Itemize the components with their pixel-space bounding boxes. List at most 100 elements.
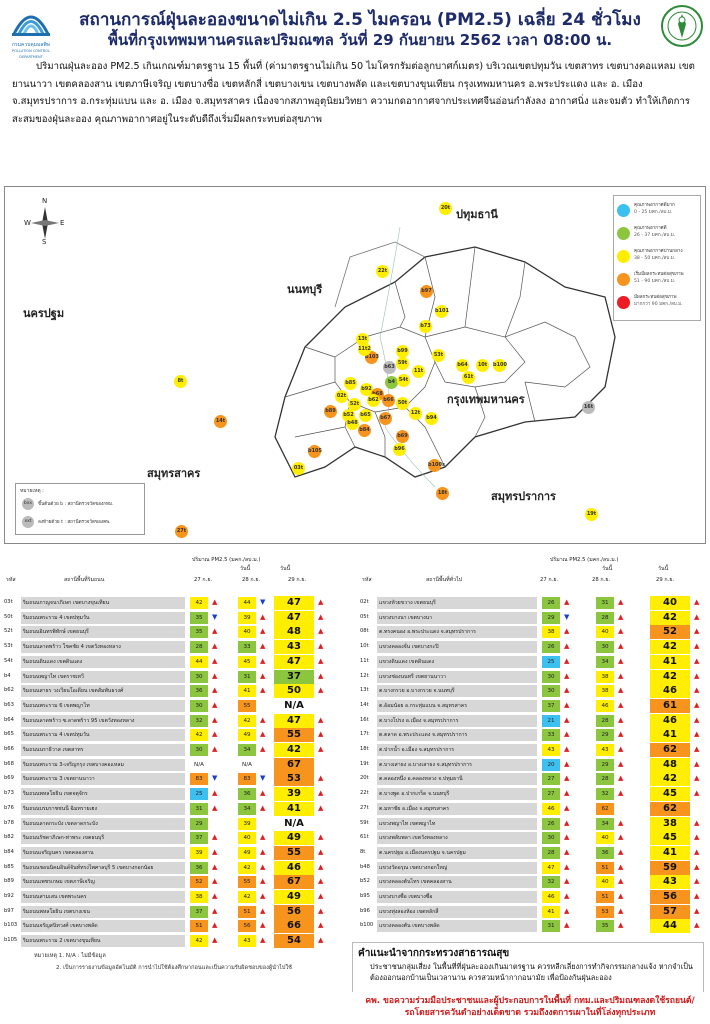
trend-today-icon: ▲ — [318, 936, 324, 945]
col-station-left: สถานีพื้นที่ริมถนน — [64, 577, 105, 583]
station-marker: b62 — [367, 394, 380, 407]
value-day1: 25 — [190, 788, 208, 801]
value-day2: 38 — [596, 670, 614, 683]
trend-today-icon: ▲ — [694, 700, 700, 709]
value-day1: 51 — [190, 920, 208, 933]
value-day1: 83 — [190, 773, 208, 786]
value-today: 37 — [274, 669, 314, 684]
station-code: b105 — [4, 937, 18, 944]
station-marker: b63 — [383, 361, 396, 374]
station-name: ต.มหาชัย อ.เมือง จ.สมุทรสาคร — [377, 802, 537, 815]
station-name: ริมถนนสาธร วงเวียนโอเดียน เขตสัมพันธวงศ์ — [21, 685, 185, 698]
station-code: 61t — [360, 834, 369, 841]
trend-day2-icon: ▲ — [260, 862, 266, 871]
value-day1: 37 — [190, 905, 208, 918]
station-name: ริมถนนลาดพร้าว ซ.ลาดพร้าว 95 เขตวังทองหล… — [21, 714, 185, 727]
note-title: หมายเหตุ : — [20, 488, 44, 494]
page-subtitle: พื้นที่กรุงเทพมหานครและปริมณฑล วันที่ 29… — [107, 31, 613, 49]
value-today: 49 — [274, 890, 314, 904]
trend-day2-icon: ▲ — [618, 759, 624, 768]
legend-range: 51 - 90 มคก./ลบ.ม. — [634, 279, 676, 284]
trend-day1-icon: ▼ — [564, 612, 570, 621]
value-today: 46 — [650, 713, 690, 728]
trend-day1-icon: ▲ — [564, 818, 570, 827]
legend-swatch — [617, 227, 630, 240]
station-code: b73 — [4, 790, 14, 797]
trend-day1-icon: ▲ — [212, 686, 218, 695]
station-marker: b48 — [346, 417, 359, 430]
value-today: 38 — [650, 816, 690, 831]
note-t-text: ลงท้ายด้วย t : สถานีตรวจวัดของคพ. — [38, 520, 111, 525]
value-today: 62 — [650, 743, 690, 757]
value-today: 42 — [650, 772, 690, 787]
trend-day2-icon: ▲ — [260, 656, 266, 665]
value-today: 42 — [274, 743, 314, 757]
trend-day1-icon: ▲ — [564, 847, 570, 856]
station-code: 12t — [360, 672, 369, 679]
value-today: 42 — [650, 610, 690, 625]
legend-item: คุณภาพอากาศดีมาก 0 - 25 มคก./ลบ.ม. — [617, 202, 701, 224]
value-today: 67 — [274, 757, 314, 772]
table-row: 03t ริมถนนกาญจนาภิเษก เขตบางขุนเทียน 42 ▲ 44… — [4, 596, 346, 611]
station-name: ริมถนนดินแดง เขตดินแดง — [21, 655, 185, 668]
value-today: 61 — [650, 698, 690, 713]
legend-item: คุณภาพอากาศปานกลาง 38 - 50 มคก./ลบ.ม. — [617, 248, 701, 270]
roadside-stations-table: ปริมาณ PM2.5 (มคก./ลบ.ม.) วันนี้ วันนี้ … — [4, 556, 346, 949]
value-today: 56 — [650, 890, 690, 904]
trend-day2-icon: ▲ — [618, 686, 624, 695]
value-day2: 28 — [596, 714, 614, 727]
compass-e: E — [60, 219, 65, 227]
station-marker: b100 — [493, 359, 507, 372]
trend-day2-icon: ▲ — [618, 700, 624, 709]
trend-today-icon: ▲ — [318, 877, 324, 886]
table-row: 50t ริมถนนพระราม 4 เขตปทุมวัน 35 ▼ 39 ▲ 47 ▲ — [4, 610, 346, 626]
trend-day2-icon: ▲ — [618, 892, 624, 900]
station-marker: 22t — [376, 265, 389, 278]
trend-day1-icon: ▲ — [564, 803, 570, 812]
trend-day1-icon: ▲ — [564, 598, 570, 606]
value-today: 42 — [650, 669, 690, 684]
legend-range: มากกว่า 90 มคก./ลบ.ม. — [634, 302, 683, 307]
station-code: 02t — [360, 599, 369, 605]
trend-day1-icon: ▲ — [212, 730, 218, 739]
trend-today-icon: ▲ — [694, 656, 700, 665]
value-day1: 31 — [190, 802, 208, 815]
value-day1: 29 — [190, 817, 208, 830]
value-day1: 28 — [542, 846, 560, 859]
trend-today-icon: ▲ — [318, 715, 324, 724]
trend-day1-icon: ▲ — [212, 627, 218, 636]
table-row: b68 ริมถนนพระราม 3-เจริญกรุง เขตบางคอแหลม… — [4, 757, 346, 773]
note-b-marker: bxx — [22, 498, 34, 510]
value-day2: 55 — [238, 876, 256, 889]
legend-item: เริ่มมีผลกระทบต่อสุขภาพ 51 - 90 มคก./ลบ.ม… — [617, 271, 701, 293]
unit-label-left: ปริมาณ PM2.5 (มคก./ลบ.ม.) — [192, 557, 261, 563]
legend-label: คุณภาพอากาศดี — [634, 226, 667, 231]
table-row: b69 ริมถนนพระราม 3 เขตยานนาวา 83 ▼ 83 ▼ 53 ▲ — [4, 772, 346, 787]
table-row: 17t ต.ตลาด อ.พระประแดง จ.สมุทรปราการ 33 ▲ 29… — [360, 728, 706, 743]
col-station-right: สถานีพื้นที่ทั่วไป — [426, 577, 463, 583]
trend-today-icon: ▲ — [318, 847, 324, 856]
trend-day1-icon: ▲ — [564, 686, 570, 695]
station-name: ต.บางกรวย อ.บางกรวย จ.นนทบุรี — [377, 685, 537, 698]
compass-w: W — [24, 219, 31, 227]
value-day2: 40 — [596, 626, 614, 639]
compass-rose: N S E W — [24, 197, 65, 246]
station-marker: b64 — [456, 359, 469, 372]
trend-today-icon: ▲ — [694, 818, 700, 827]
trend-day1-icon: ▲ — [212, 671, 218, 680]
trend-day2-icon: ▲ — [260, 936, 266, 945]
value-today: N/A — [274, 698, 314, 713]
station-name: ริมถนนสามเสน เขตพระนคร — [21, 891, 185, 903]
station-marker: b92 — [360, 383, 373, 396]
station-marker: b4 — [385, 376, 398, 389]
value-day1: 36 — [190, 685, 208, 698]
trend-today-icon: ▲ — [318, 730, 324, 739]
aqi-legend: คุณภาพอากาศดีมาก 0 - 25 มคก./ลบ.ม. คุณภาพ… — [613, 195, 701, 321]
trend-day1-icon: ▲ — [564, 671, 570, 680]
advice-title: คำแนะนำจากกระทรวงสาธารณสุข — [358, 948, 510, 959]
value-today: 40 — [650, 596, 690, 610]
value-today: 47 — [274, 654, 314, 669]
value-day2: 44 — [238, 597, 256, 609]
trend-day1-icon: ▲ — [212, 598, 218, 606]
legend-range: 38 - 50 มคก./ลบ.ม. — [634, 256, 676, 261]
